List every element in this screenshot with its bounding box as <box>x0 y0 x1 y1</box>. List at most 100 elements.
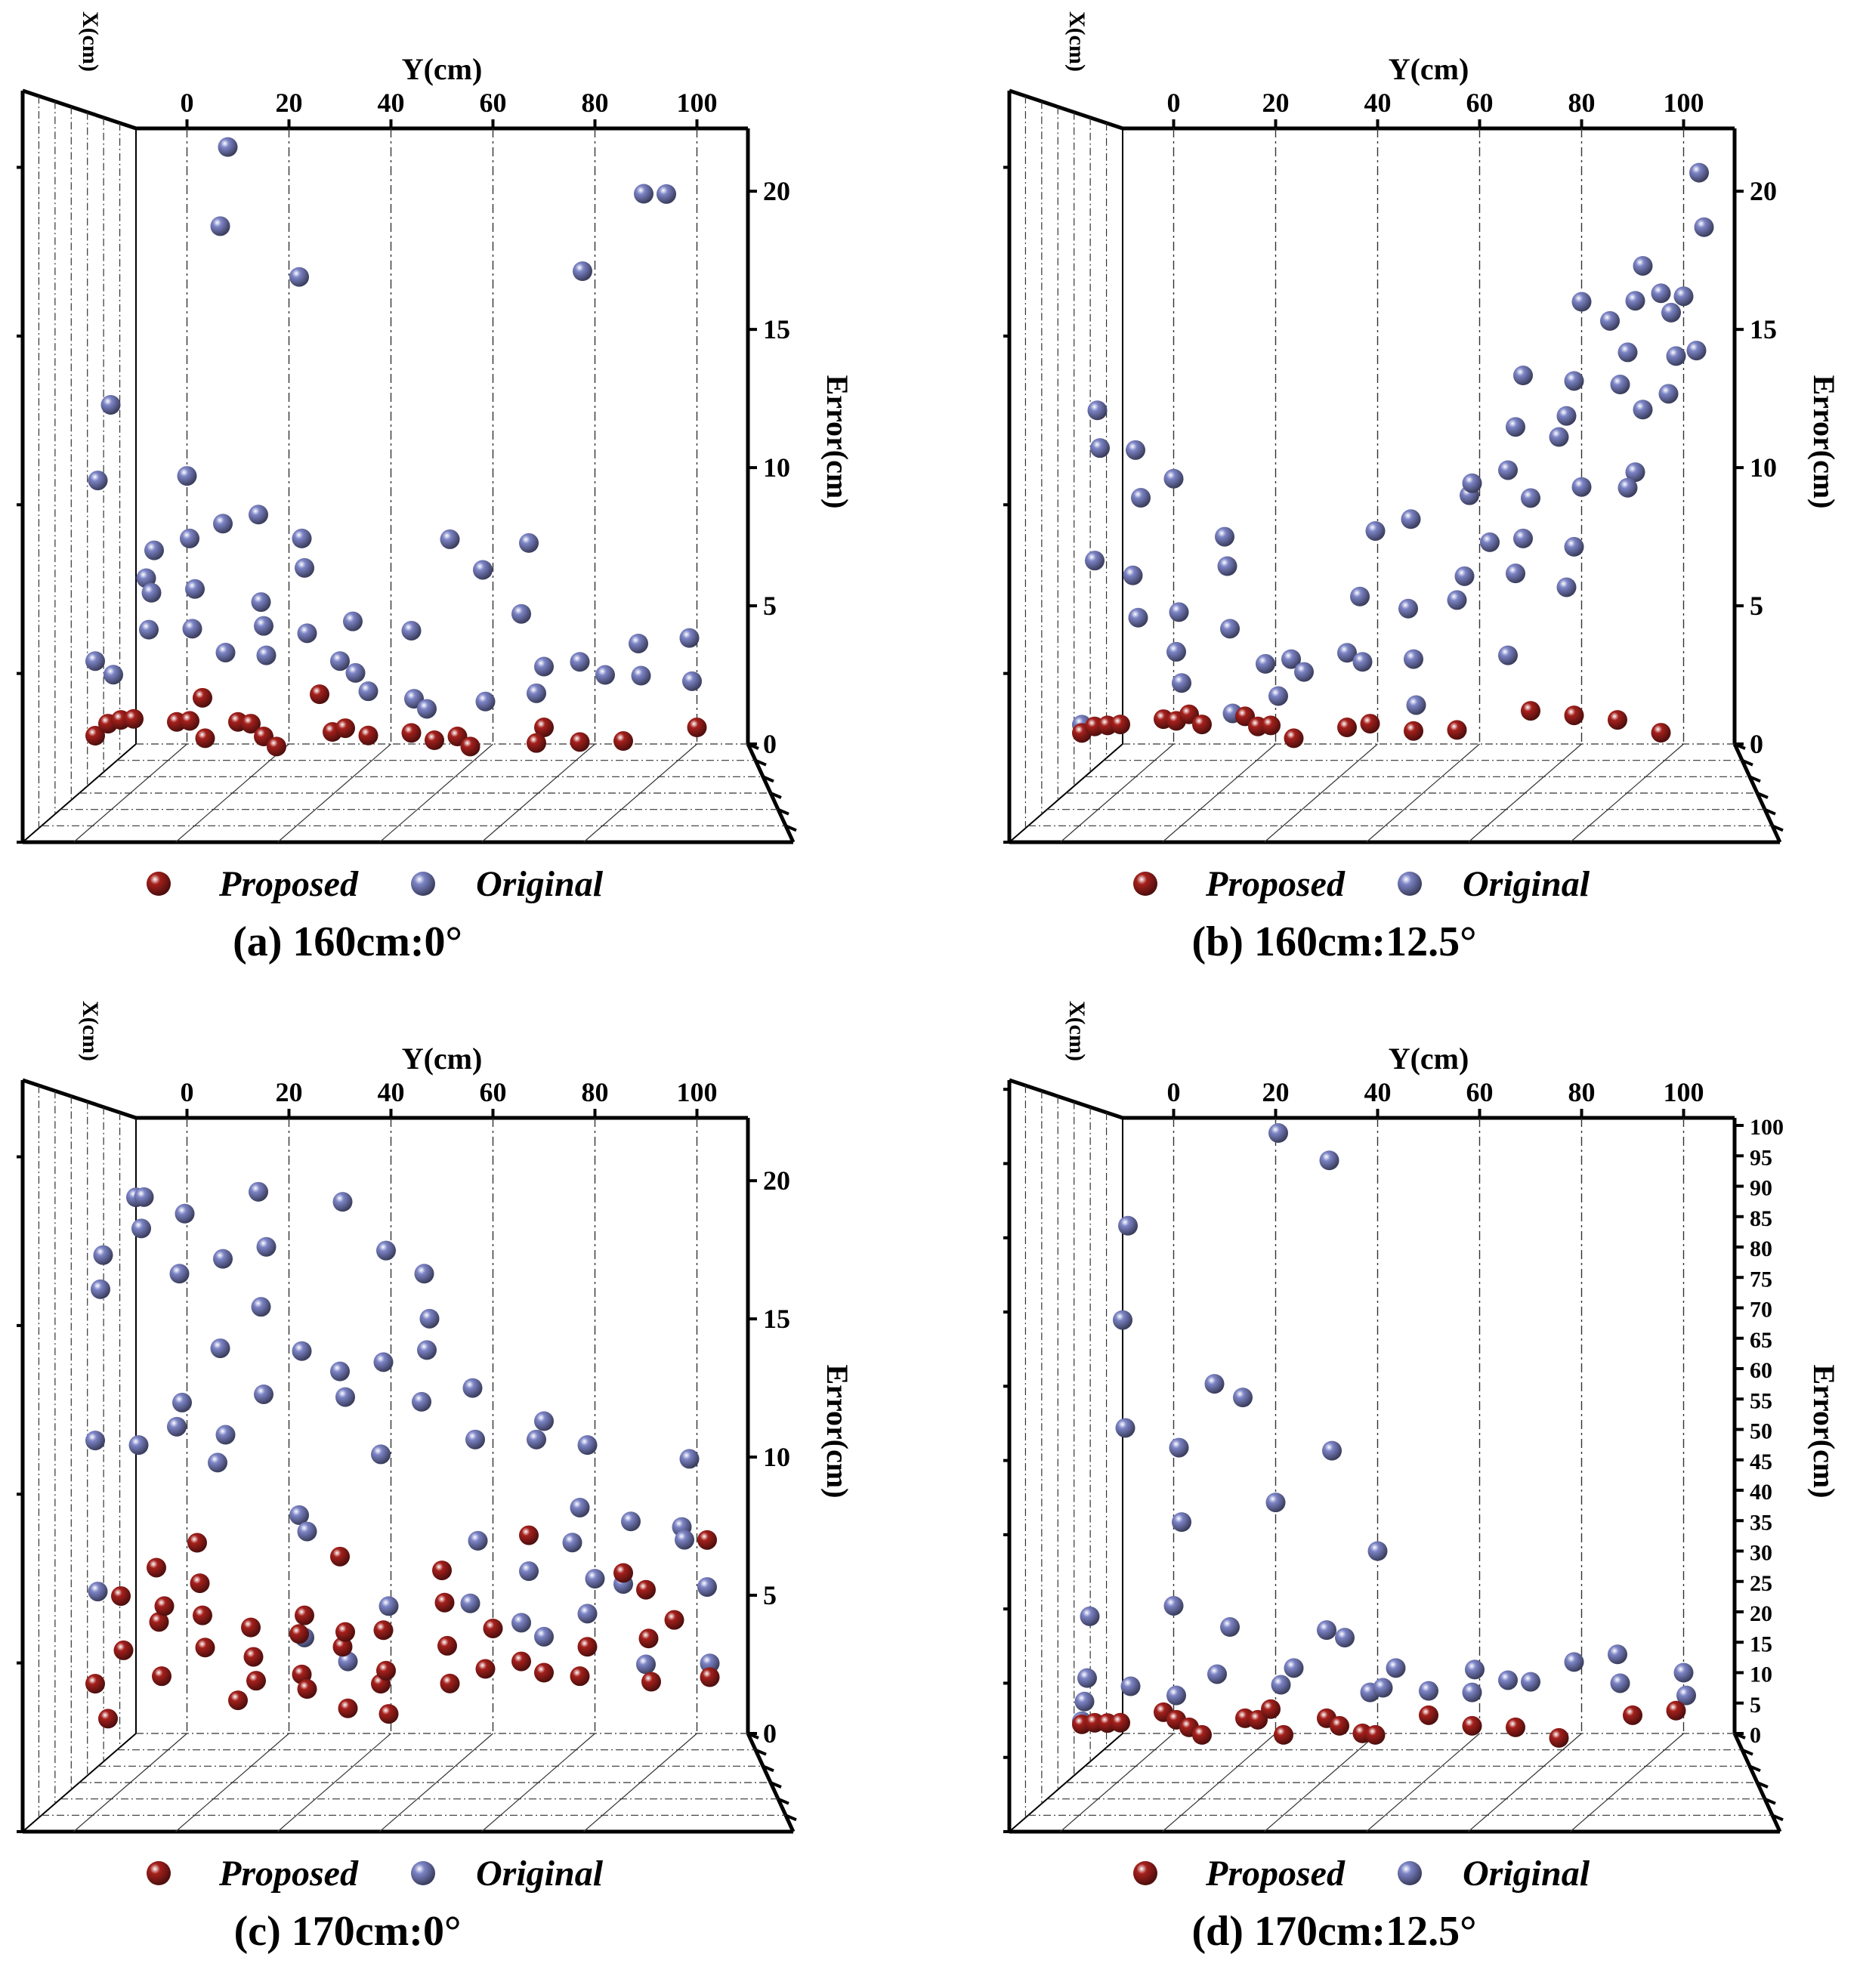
depth-axis-title: X(cm) <box>1064 11 1089 72</box>
proposed-point <box>1447 720 1467 740</box>
original-point <box>343 611 363 631</box>
error-tick-label: 15 <box>1750 314 1777 344</box>
original-point <box>1498 645 1518 665</box>
proposed-point <box>534 1662 554 1683</box>
proposed-point <box>358 725 378 746</box>
x-tick-label: 0 <box>181 88 194 118</box>
x-tick-label: 20 <box>276 1077 303 1107</box>
error-axis-title: Error(cm) <box>820 375 854 509</box>
proposed-point <box>1521 701 1540 721</box>
original-point <box>215 1425 236 1445</box>
left-wall-top-edge <box>1009 88 1123 131</box>
original-point <box>401 620 422 641</box>
original-point <box>534 1411 554 1431</box>
original-point <box>1689 162 1709 183</box>
x-tick-label: 0 <box>1167 88 1181 118</box>
original-point <box>213 1249 233 1269</box>
panel-caption: (b) 160cm:12.5° <box>1192 918 1477 965</box>
original-point <box>215 642 236 662</box>
error-tick-label: 40 <box>1750 1480 1772 1505</box>
proposed-point <box>1261 1699 1281 1719</box>
original-point <box>292 528 312 548</box>
original-point <box>473 560 493 580</box>
original-point <box>1454 566 1475 586</box>
original-point <box>1085 551 1105 571</box>
proposed-point <box>195 1638 215 1658</box>
original-point <box>1610 375 1630 395</box>
original-point <box>251 592 271 613</box>
original-point <box>1120 1676 1141 1696</box>
original-point <box>180 528 199 548</box>
proposed-point <box>570 1666 590 1687</box>
error-tick-label: 75 <box>1750 1267 1772 1292</box>
error-tick-label: 70 <box>1750 1298 1772 1323</box>
original-point <box>1686 341 1707 361</box>
error-tick-label: 25 <box>1750 1571 1772 1596</box>
floor-depth-line <box>1366 1733 1480 1832</box>
original-point <box>371 1444 391 1465</box>
floor-depth-line <box>1060 743 1174 843</box>
original-point <box>1163 1595 1184 1616</box>
proposed-point <box>193 687 212 708</box>
original-point <box>256 1236 277 1257</box>
original-point <box>1118 1215 1138 1236</box>
floor-depth-tick <box>770 792 782 799</box>
x-tick-label: 100 <box>1664 88 1704 118</box>
original-point <box>1506 417 1525 437</box>
error-tick-label: 0 <box>763 1718 777 1749</box>
floor-depth-line <box>73 743 187 843</box>
original-point <box>335 1387 355 1407</box>
original-point <box>417 699 437 719</box>
error-tick-label: 55 <box>1750 1388 1772 1413</box>
x-tick-label: 60 <box>480 1077 507 1107</box>
legend-original-marker <box>1398 872 1422 896</box>
floor-depth-line <box>481 1733 595 1832</box>
floor-depth-line <box>1570 1733 1684 1832</box>
original-point <box>1521 1672 1540 1692</box>
legend-original-marker <box>1398 1861 1422 1885</box>
legend-proposed-label: Proposed <box>218 1854 359 1894</box>
original-point <box>1169 602 1189 622</box>
x-tick-label: 20 <box>1262 1077 1290 1107</box>
original-point <box>251 1297 271 1317</box>
original-point <box>1633 255 1653 276</box>
original-point <box>141 582 162 603</box>
proposed-point <box>687 718 707 738</box>
original-point <box>295 557 314 578</box>
original-point <box>1352 652 1373 672</box>
original-point <box>679 1449 700 1469</box>
original-point <box>144 540 164 560</box>
original-point <box>621 1511 641 1532</box>
error-tick-label: 5 <box>763 591 777 621</box>
proposed-point <box>483 1618 503 1638</box>
original-point <box>91 1279 110 1299</box>
original-point <box>297 623 317 644</box>
x-tick-label: 100 <box>677 88 718 118</box>
original-point <box>1513 528 1533 548</box>
proposed-point <box>1284 728 1304 749</box>
original-point <box>1074 1691 1095 1712</box>
original-point <box>1373 1678 1393 1698</box>
floor-depth-tick <box>755 758 767 767</box>
original-point <box>577 1604 598 1624</box>
error-tick-label: 45 <box>1750 1449 1772 1474</box>
original-point <box>1080 1606 1100 1626</box>
proposed-point <box>295 1605 314 1625</box>
proposed-point <box>1608 710 1627 730</box>
error-tick-label: 30 <box>1750 1541 1772 1566</box>
original-point <box>332 1192 353 1212</box>
legend-proposed-marker <box>147 1861 171 1885</box>
proposed-point <box>1111 715 1130 735</box>
error-tick-label: 5 <box>1750 591 1763 621</box>
floor-depth-line <box>277 743 391 843</box>
original-point <box>330 651 350 671</box>
error-tick-label: 0 <box>763 729 777 759</box>
floor-depth-tick <box>1772 824 1784 832</box>
original-point <box>1265 1493 1286 1513</box>
original-point <box>100 394 121 415</box>
original-point <box>177 466 197 486</box>
original-point <box>682 671 702 691</box>
legend-proposed-label: Proposed <box>218 864 359 904</box>
proposed-point <box>475 1659 496 1679</box>
floor-depth-line <box>379 1733 493 1832</box>
